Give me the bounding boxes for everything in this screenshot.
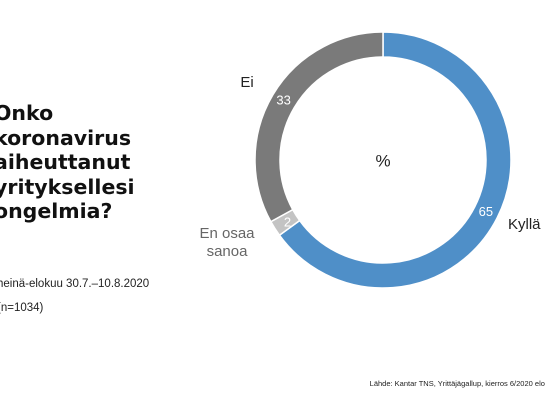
category-label-kylla: Kyllä	[508, 216, 541, 233]
value-label-kylla: 65	[479, 204, 493, 219]
category-label-ei: Ei	[240, 74, 253, 91]
question-line: ongelmia?	[0, 199, 113, 223]
slice-kylla	[278, 31, 512, 289]
question-line: yrityksellesi	[0, 174, 135, 199]
category-label-en-osaa-sanoa: En osaa sanoa	[199, 225, 255, 260]
question-title: Onko koronavirus aiheuttanut yritykselle…	[0, 101, 190, 224]
center-percent-label: %	[375, 151, 390, 170]
source-note: Lähde: Kantar TNS, Yrittäjägallup, kierr…	[369, 379, 545, 388]
question-line: aiheuttanut	[0, 150, 131, 174]
value-label-en-osaa-sanoa: 2	[284, 214, 291, 229]
slice-ei	[254, 31, 384, 223]
question-line: koronavirus	[0, 125, 132, 150]
survey-period: heinä-elokuu 30.7.–10.8.2020	[0, 278, 150, 290]
sample-size: (n=1034)	[0, 302, 44, 314]
question-line: Onko	[0, 101, 54, 125]
value-label-ei: 33	[276, 93, 290, 108]
